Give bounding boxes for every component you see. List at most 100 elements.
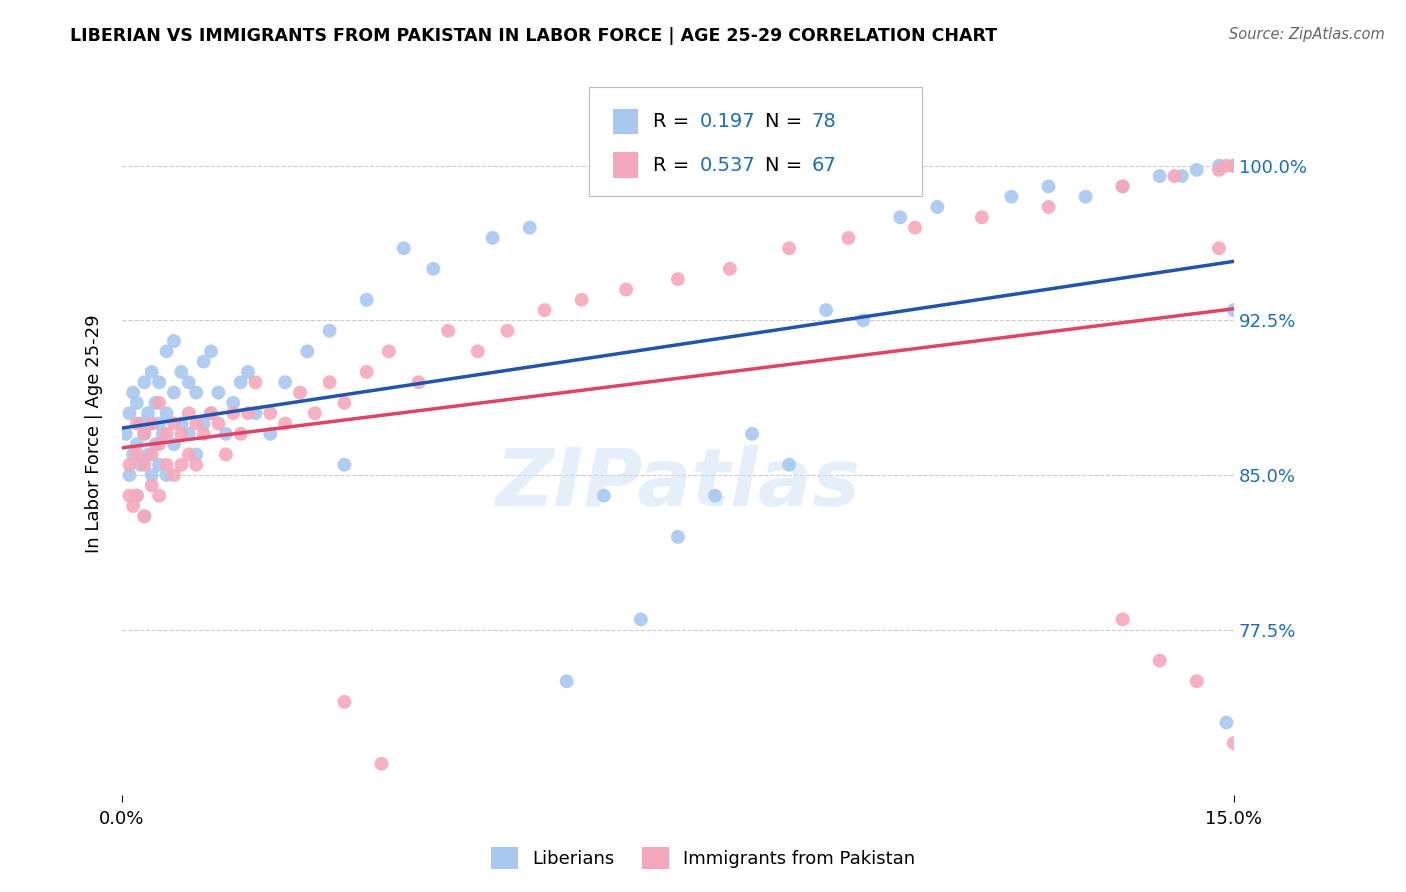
Point [422,261,444,276]
Point [1149,654,1171,668]
Text: 67: 67 [811,156,837,175]
Text: N =: N = [765,156,808,175]
Point [333,396,356,410]
Point [125,447,148,461]
Point [125,417,148,431]
Text: 0.537: 0.537 [700,156,756,175]
Point [186,417,208,431]
Point [1111,612,1133,626]
Point [163,437,186,451]
Point [259,406,281,420]
Point [555,674,578,689]
Point [215,447,238,461]
Point [193,417,215,431]
Point [122,499,145,513]
Text: R =: R = [654,112,696,131]
Point [145,396,167,410]
Point [259,426,281,441]
Point [177,447,200,461]
Point [148,396,170,410]
Point [496,324,519,338]
Point [134,509,156,524]
Point [134,509,156,524]
Point [155,458,177,472]
Point [200,344,222,359]
Point [177,376,200,390]
Point [186,385,208,400]
Point [125,489,148,503]
Point [741,426,763,441]
Point [1215,715,1237,730]
Point [1000,190,1022,204]
Point [1223,159,1246,173]
Point [408,376,430,390]
Point [155,426,177,441]
Point [533,303,555,318]
Point [274,376,297,390]
Point [152,426,174,441]
Point [122,385,145,400]
Point [1171,169,1194,183]
Point [177,406,200,420]
Point [889,211,911,225]
Point [148,376,170,390]
Point [927,200,949,214]
Point [207,417,229,431]
Point [970,211,993,225]
Point [837,231,859,245]
Point [229,426,252,441]
Point [155,344,177,359]
Point [177,426,200,441]
Point [318,376,340,390]
Point [392,241,415,255]
Point [1111,179,1133,194]
Point [155,468,177,483]
Point [666,272,689,286]
Point [437,324,460,338]
Point [122,447,145,461]
Text: 0.197: 0.197 [700,112,756,131]
Point [136,406,159,420]
Point [193,354,215,368]
Point [1223,303,1246,318]
Point [193,426,215,441]
Point [148,489,170,503]
Point [134,426,156,441]
Point [163,417,186,431]
FancyBboxPatch shape [589,87,922,195]
Point [118,458,141,472]
Point [134,376,156,390]
Point [148,437,170,451]
Point [163,385,186,400]
Point [186,458,208,472]
Point [1149,169,1171,183]
Y-axis label: In Labor Force | Age 25-29: In Labor Force | Age 25-29 [86,315,103,553]
Point [852,313,875,327]
Point [304,406,326,420]
Point [125,396,148,410]
Point [274,417,297,431]
Point [1185,162,1208,177]
Point [592,489,614,503]
Point [666,530,689,544]
Text: 78: 78 [811,112,837,131]
Point [141,417,163,431]
Point [114,426,136,441]
Point [207,385,229,400]
Point [1038,200,1060,214]
Point [318,324,340,338]
Point [571,293,593,307]
Point [163,334,186,348]
Point [778,458,800,472]
Point [215,426,238,441]
Point [148,458,170,472]
Point [134,458,156,472]
Point [200,406,222,420]
Point [1208,162,1230,177]
Point [1038,179,1060,194]
Point [125,489,148,503]
Point [155,406,177,420]
Point [125,437,148,451]
Point [236,365,259,379]
Point [186,447,208,461]
